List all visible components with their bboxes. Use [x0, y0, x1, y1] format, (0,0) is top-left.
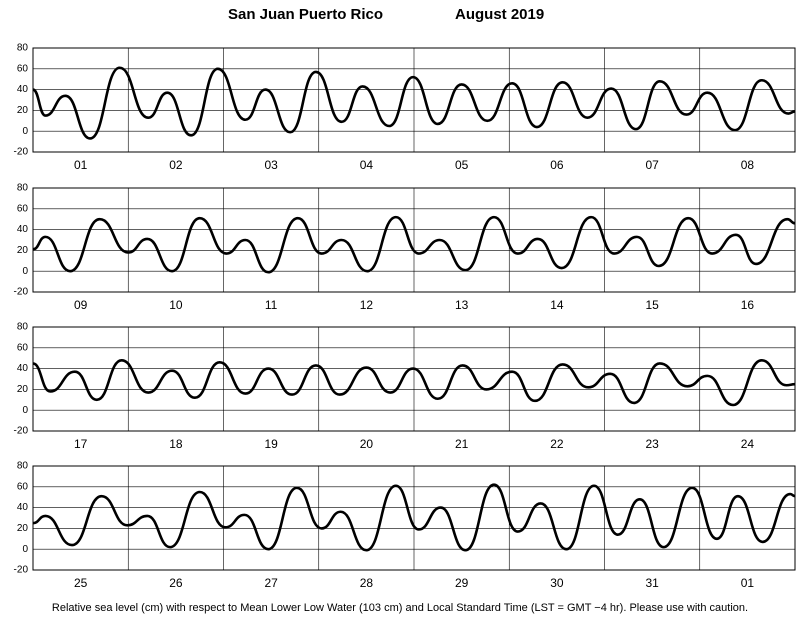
- x-tick-label: 26: [169, 576, 183, 590]
- y-tick-label: 60: [17, 481, 29, 492]
- y-tick-label: 40: [17, 363, 29, 374]
- y-tick-label: 0: [22, 405, 28, 416]
- y-tick-label: 20: [17, 245, 29, 256]
- y-tick-label: 60: [17, 203, 29, 214]
- x-tick-label: 09: [74, 298, 88, 312]
- tide-line: [32, 483, 796, 552]
- y-tick-label: -20: [14, 565, 29, 576]
- y-tick-label: 0: [22, 266, 28, 277]
- chart-period: August 2019: [455, 6, 544, 23]
- x-tick-label: 27: [264, 576, 278, 590]
- y-tick-label: 60: [17, 342, 29, 353]
- x-tick-label: 03: [264, 158, 278, 172]
- x-tick-label: 18: [169, 437, 183, 451]
- plot-frame: [32, 47, 796, 153]
- y-tick-label: -20: [14, 287, 29, 298]
- x-tick-label: 10: [169, 298, 183, 312]
- x-tick-label: 31: [645, 576, 659, 590]
- y-tick-label: 80: [17, 183, 29, 194]
- y-tick-label: 0: [22, 544, 28, 555]
- y-tick-label: 20: [17, 384, 29, 395]
- footnote: Relative sea level (cm) with respect to …: [52, 602, 748, 614]
- tide-line: [32, 66, 796, 140]
- x-tick-label: 11: [265, 298, 278, 312]
- x-tick-label: 15: [645, 298, 659, 312]
- plot-frame: [32, 187, 796, 293]
- x-tick-label: 12: [360, 298, 374, 312]
- x-tick-label: 07: [645, 158, 659, 172]
- x-tick-label: 14: [550, 298, 564, 312]
- y-tick-label: 80: [17, 461, 29, 472]
- chart-title: San Juan Puerto Rico: [228, 6, 383, 23]
- y-tick-label: -20: [14, 426, 29, 437]
- x-tick-label: 28: [360, 576, 374, 590]
- x-tick-label: 16: [741, 298, 755, 312]
- y-tick-label: 80: [17, 322, 29, 333]
- y-tick-label: 40: [17, 224, 29, 235]
- x-tick-label: 23: [645, 437, 659, 451]
- x-tick-label: 21: [455, 437, 469, 451]
- x-tick-label: 20: [360, 437, 374, 451]
- x-tick-label: 25: [74, 576, 88, 590]
- y-tick-label: 40: [17, 84, 29, 95]
- y-tick-label: 80: [17, 43, 29, 54]
- plot-frame: [32, 326, 796, 432]
- x-tick-label: 02: [169, 158, 183, 172]
- x-tick-label: 01: [741, 576, 755, 590]
- x-tick-label: 30: [550, 576, 564, 590]
- tide-line: [32, 215, 796, 274]
- y-tick-label: 20: [17, 105, 29, 116]
- plot-frame: [32, 465, 796, 571]
- x-tick-label: 22: [550, 437, 564, 451]
- y-tick-label: 40: [17, 502, 29, 513]
- x-tick-label: 04: [360, 158, 374, 172]
- x-tick-label: 05: [455, 158, 469, 172]
- x-tick-label: 24: [741, 437, 755, 451]
- tide-line: [32, 358, 796, 407]
- x-tick-label: 08: [741, 158, 755, 172]
- x-tick-label: 29: [455, 576, 469, 590]
- y-tick-label: 60: [17, 63, 29, 74]
- y-tick-label: -20: [14, 147, 29, 158]
- x-tick-label: 06: [550, 158, 564, 172]
- x-tick-label: 17: [74, 437, 88, 451]
- x-tick-label: 13: [455, 298, 469, 312]
- y-tick-label: 20: [17, 523, 29, 534]
- x-tick-label: 01: [74, 158, 88, 172]
- x-tick-label: 19: [264, 437, 278, 451]
- y-tick-label: 0: [22, 126, 28, 137]
